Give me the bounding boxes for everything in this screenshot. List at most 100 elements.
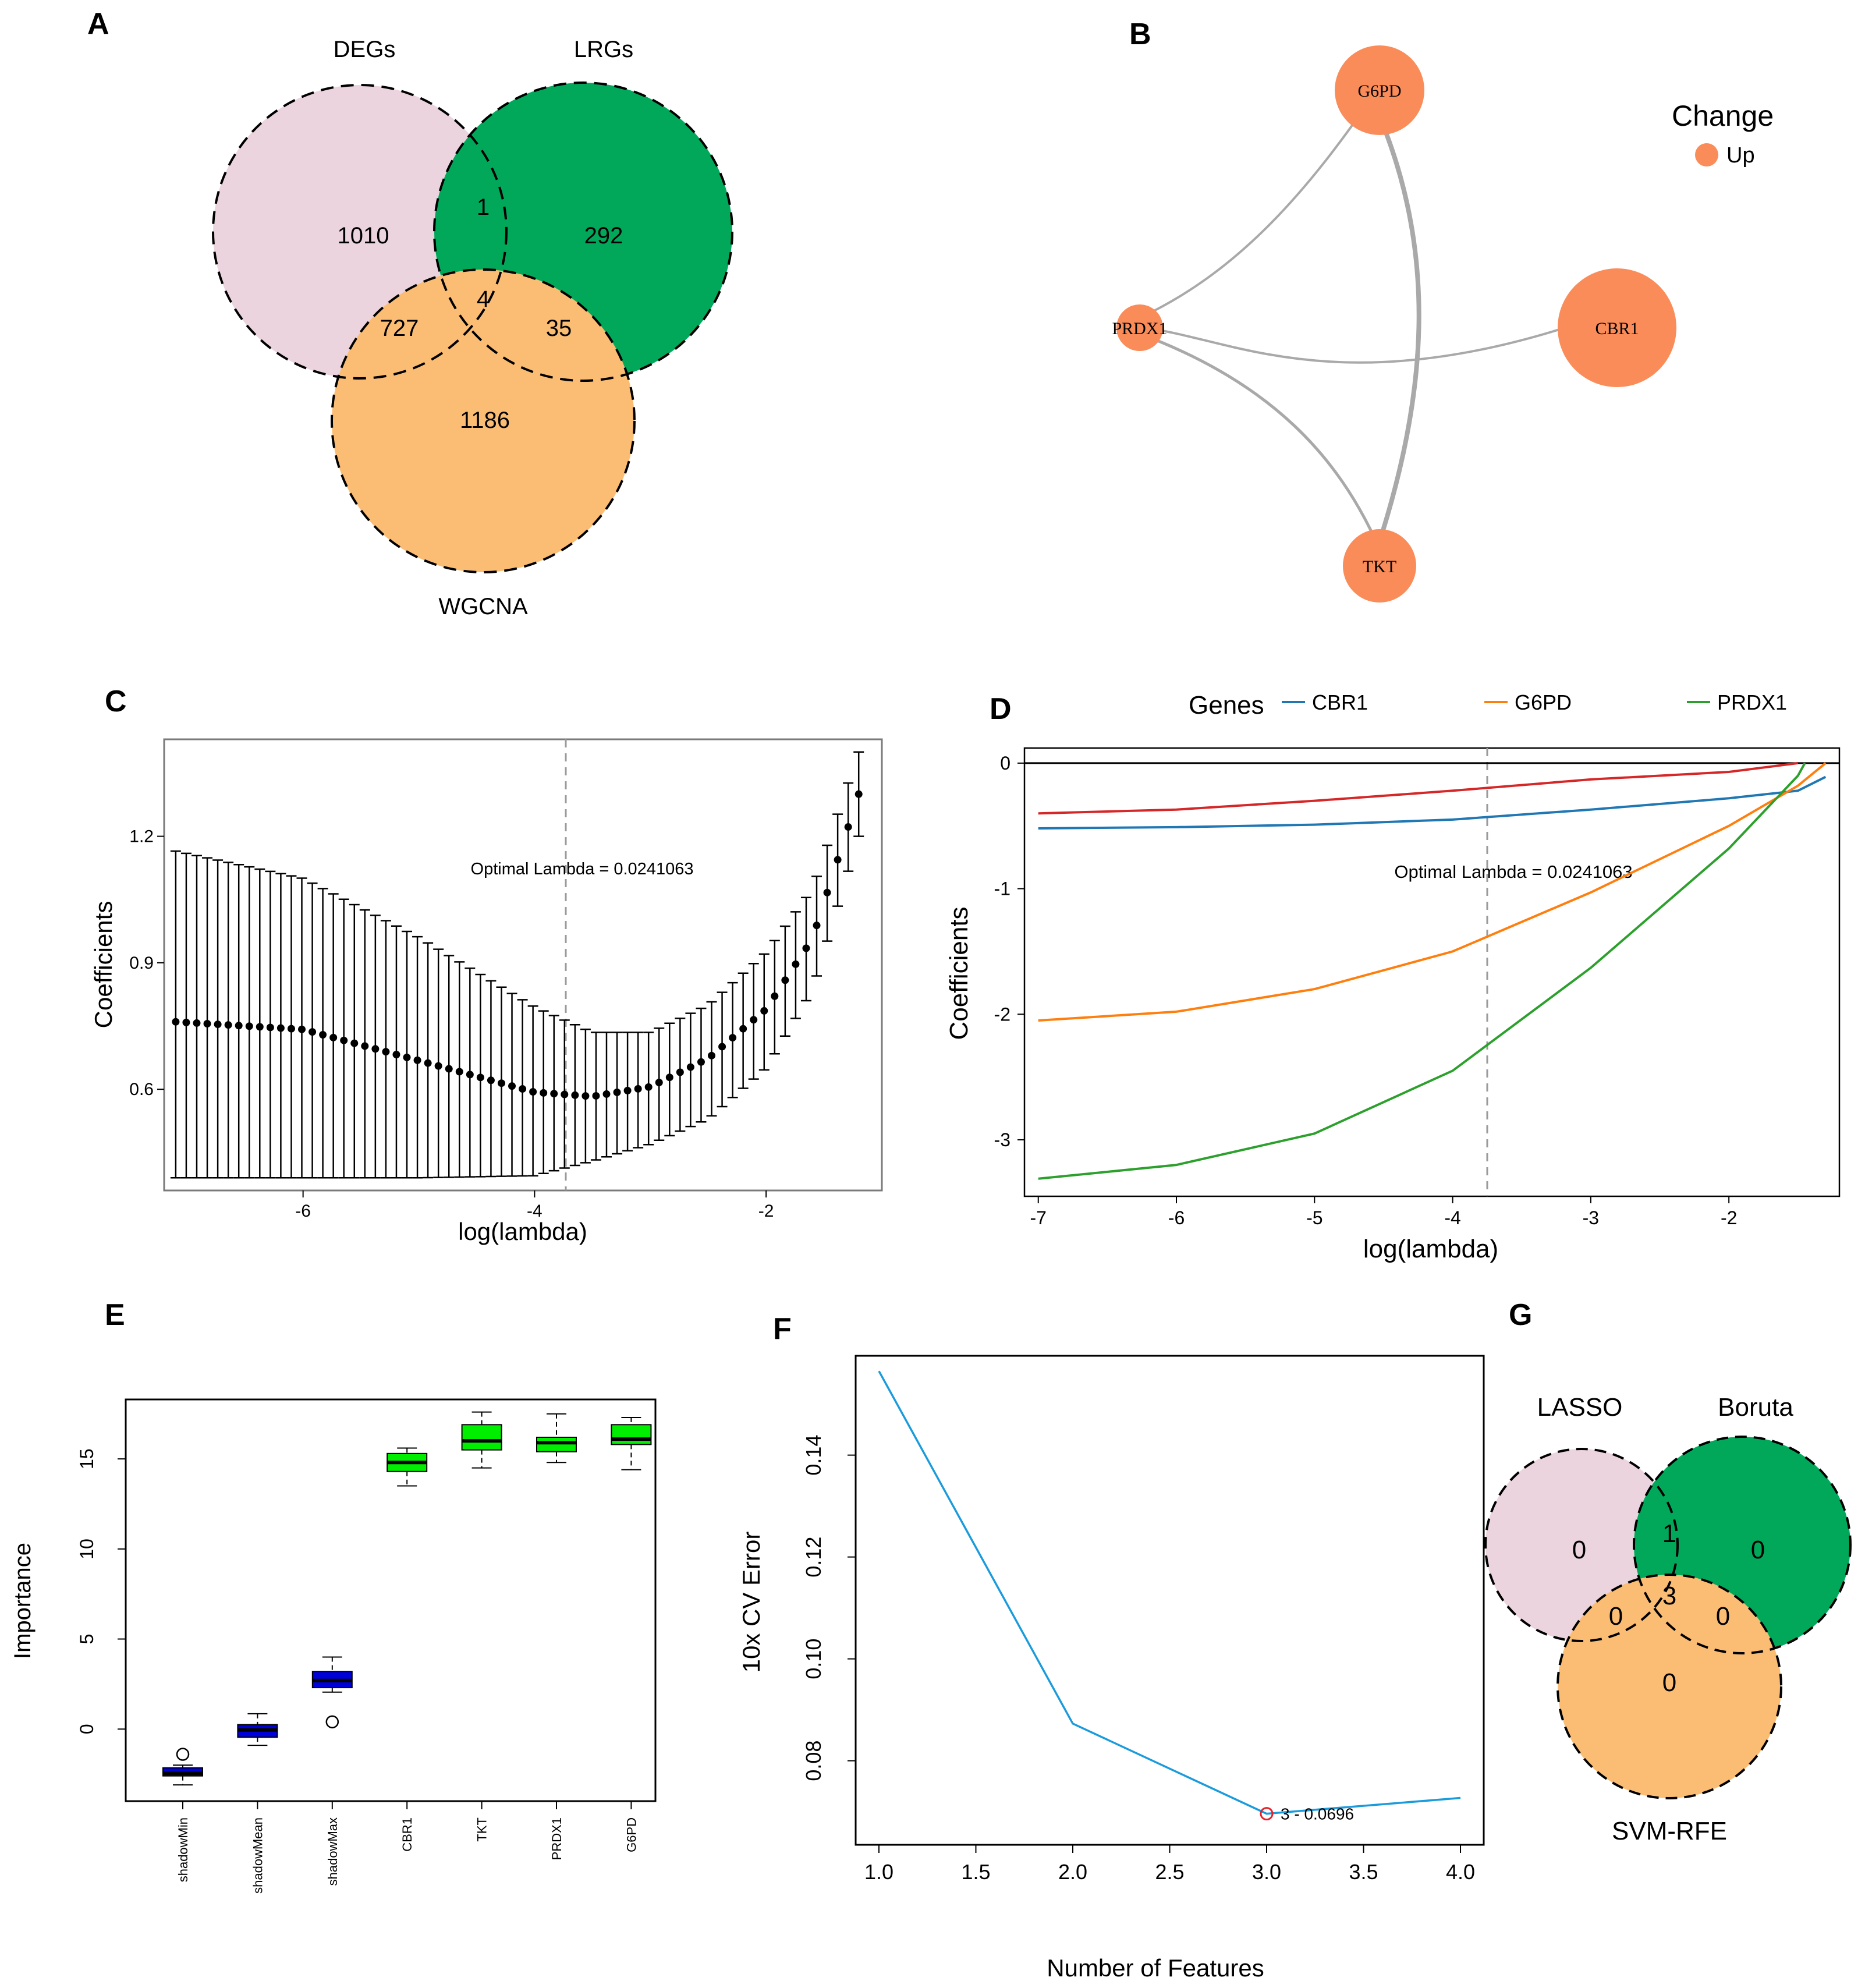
- plot-f-frame: [855, 1355, 1485, 1846]
- network-panel-b: G6PD CBR1 PRDX1 TKT Change Up: [1112, 45, 1774, 603]
- errorbar-mean-point-15: [329, 1033, 338, 1041]
- venn-panel-a: DEGs LRGs WGCNA 1010 292 1 4 727 35 1186: [212, 37, 733, 619]
- plot-d-ylabel: Coefficients: [945, 906, 973, 1040]
- errorbar-45: [643, 1032, 654, 1146]
- errorbar-mean-point-30: [487, 1076, 495, 1085]
- errorbar-mean-point-6: [235, 1022, 243, 1030]
- e-xtick-label-shadowmean: shadowMean: [250, 1817, 265, 1894]
- errorbar-13: [307, 882, 318, 1179]
- errorbar-14: [317, 888, 328, 1179]
- errorbar-44: [633, 1032, 644, 1149]
- series-line-tkt: [1038, 761, 1799, 815]
- errorbar-17: [349, 903, 360, 1179]
- e-xtick-label-prdx1: PRDX1: [549, 1817, 564, 1860]
- legend-up-swatch: [1695, 143, 1718, 166]
- errorbar-32: [506, 993, 517, 1177]
- errorbar-48: [675, 1017, 686, 1132]
- f-ytick-label-0: 0.08: [802, 1741, 825, 1781]
- legend-label-up: Up: [1726, 143, 1755, 168]
- panel-label-a: A: [87, 7, 109, 41]
- errorbar-63: [832, 813, 843, 907]
- errorbar-mean-point-59: [792, 960, 800, 968]
- venn-a-count-degs-wgcna: 727: [380, 316, 419, 341]
- plot-d-legend: CBR1G6PDPRDX1TKT: [1282, 690, 1787, 714]
- errorbar-49: [685, 1012, 696, 1128]
- errorbar-mean-point-57: [771, 992, 779, 1000]
- e-xtick-label-shadowmax: shadowMax: [325, 1817, 340, 1886]
- node-label-prdx1: PRDX1: [1112, 319, 1167, 338]
- errorbar-mean-point-65: [855, 790, 863, 798]
- errorbar-8: [254, 868, 265, 1179]
- venn-g-label-svmrfe: SVM-RFE: [1612, 1817, 1727, 1845]
- errorbar-22: [402, 930, 413, 1179]
- errorbar-mean-point-44: [634, 1085, 642, 1093]
- box-tkt: [461, 1411, 502, 1469]
- plot-e-axes: shadowMin shadowMean shadowMax CBR1 TKT PRDX1…: [76, 1448, 639, 1894]
- venn-g-count-boruta-svm: 0: [1716, 1602, 1730, 1631]
- venn-a-label-degs: DEGs: [334, 37, 396, 62]
- errorbar-30: [485, 980, 497, 1178]
- errorbar-mean-point-39: [582, 1092, 590, 1100]
- d-xtick-label-3: -4: [1444, 1207, 1460, 1228]
- edge-g6pd-tkt: [1377, 115, 1421, 543]
- errorbar-mean-point-9: [266, 1023, 274, 1032]
- box-shadowmax: [311, 1656, 353, 1729]
- errorbar-20: [380, 920, 391, 1179]
- errorbar-mean-point-20: [382, 1048, 390, 1056]
- errorbar-mean-point-61: [813, 922, 821, 930]
- min-point-marker: [1260, 1807, 1274, 1821]
- errorbar-11: [286, 875, 297, 1179]
- c-ytick-label-0: 0.6: [129, 1080, 154, 1099]
- errorbar-mean-point-10: [276, 1024, 285, 1032]
- errorbar-mean-point-24: [424, 1059, 432, 1067]
- errorbar-mean-point-46: [655, 1079, 663, 1087]
- venn-a-count-all: 4: [477, 286, 490, 312]
- errorbar-mean-point-63: [834, 856, 842, 864]
- errorbar-mean-point-19: [371, 1045, 380, 1053]
- plot-c-axes: -6 -4 -2 0.6 0.9 1.2: [129, 827, 774, 1221]
- e-xtick-label-tkt: TKT: [475, 1817, 490, 1842]
- plot-c-annotation: Optimal Lambda = 0.0241063: [471, 860, 694, 878]
- plot-d-marks: [1024, 761, 1839, 1180]
- plot-f-ylabel: 10x CV Error: [738, 1532, 765, 1673]
- plot-f-axes: 1.0 1.5 2.0 2.5 3.0 3.5 4.0 0.08 0.10 0.12 0.14: [802, 1435, 1475, 1884]
- legend-label-prdx1: PRDX1: [1717, 690, 1787, 714]
- errorbar-mean-point-50: [697, 1058, 705, 1066]
- boruta-boxplot-panel-e: shadowMin shadowMean shadowMax CBR1 TKT PRDX1…: [10, 1398, 657, 1894]
- errorbar-56: [758, 953, 770, 1071]
- errorbar-27: [454, 961, 465, 1178]
- legend-label-g6pd: G6PD: [1515, 690, 1572, 714]
- d-xtick-label-4: -3: [1583, 1207, 1599, 1228]
- e-xtick-label-cbr1: CBR1: [400, 1817, 414, 1852]
- f-xtick-label-6: 4.0: [1446, 1860, 1475, 1884]
- d-xtick-label-0: -7: [1030, 1207, 1047, 1228]
- series-line-g6pd: [1038, 762, 1827, 1022]
- errorbar-mean-point-41: [602, 1090, 611, 1098]
- errorbar-mean-point-3: [203, 1020, 211, 1028]
- d-ytick-label-3: -3: [994, 1129, 1010, 1150]
- errorbar-57: [769, 940, 780, 1055]
- errorbar-mean-point-11: [287, 1025, 295, 1033]
- errorbar-50: [696, 1007, 707, 1123]
- f-xtick-label-0: 1.0: [864, 1860, 894, 1884]
- node-label-cbr1: CBR1: [1595, 319, 1639, 338]
- errorbar-mean-point-28: [466, 1071, 474, 1079]
- box-outlier-shadowmin-0: [176, 1748, 190, 1761]
- venn-g-count-boruta-only: 0: [1751, 1536, 1765, 1564]
- errorbar-61: [811, 876, 822, 977]
- c-ytick-label-1: 0.9: [129, 954, 154, 973]
- c-xtick-label-2: -2: [758, 1202, 774, 1221]
- errorbar-3: [202, 857, 213, 1179]
- series-line-cbr1: [1038, 775, 1827, 830]
- errorbar-mean-point-48: [676, 1068, 684, 1076]
- errorbar-mean-point-18: [361, 1042, 369, 1050]
- box-body-g6pd: [611, 1424, 652, 1445]
- errorbar-18: [359, 909, 370, 1179]
- venn-panel-g: LASSO Boruta SVM-RFE 0 0 1 3 0 0 0: [1484, 1393, 1852, 1845]
- errorbar-mean-point-21: [392, 1051, 400, 1059]
- plot-d-axes: -7 -6 -5 -4 -3 -2 0 -1 -2 -3: [994, 753, 1738, 1228]
- plot-c-xlabel: log(lambda): [458, 1218, 587, 1245]
- errorbar-mean-point-43: [623, 1086, 632, 1094]
- errorbar-mean-point-40: [592, 1092, 600, 1100]
- errorbar-mean-point-32: [508, 1082, 516, 1090]
